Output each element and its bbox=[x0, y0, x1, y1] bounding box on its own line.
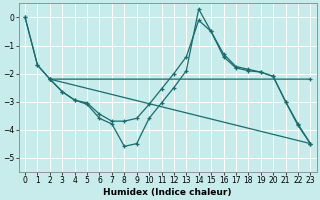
X-axis label: Humidex (Indice chaleur): Humidex (Indice chaleur) bbox=[103, 188, 232, 197]
